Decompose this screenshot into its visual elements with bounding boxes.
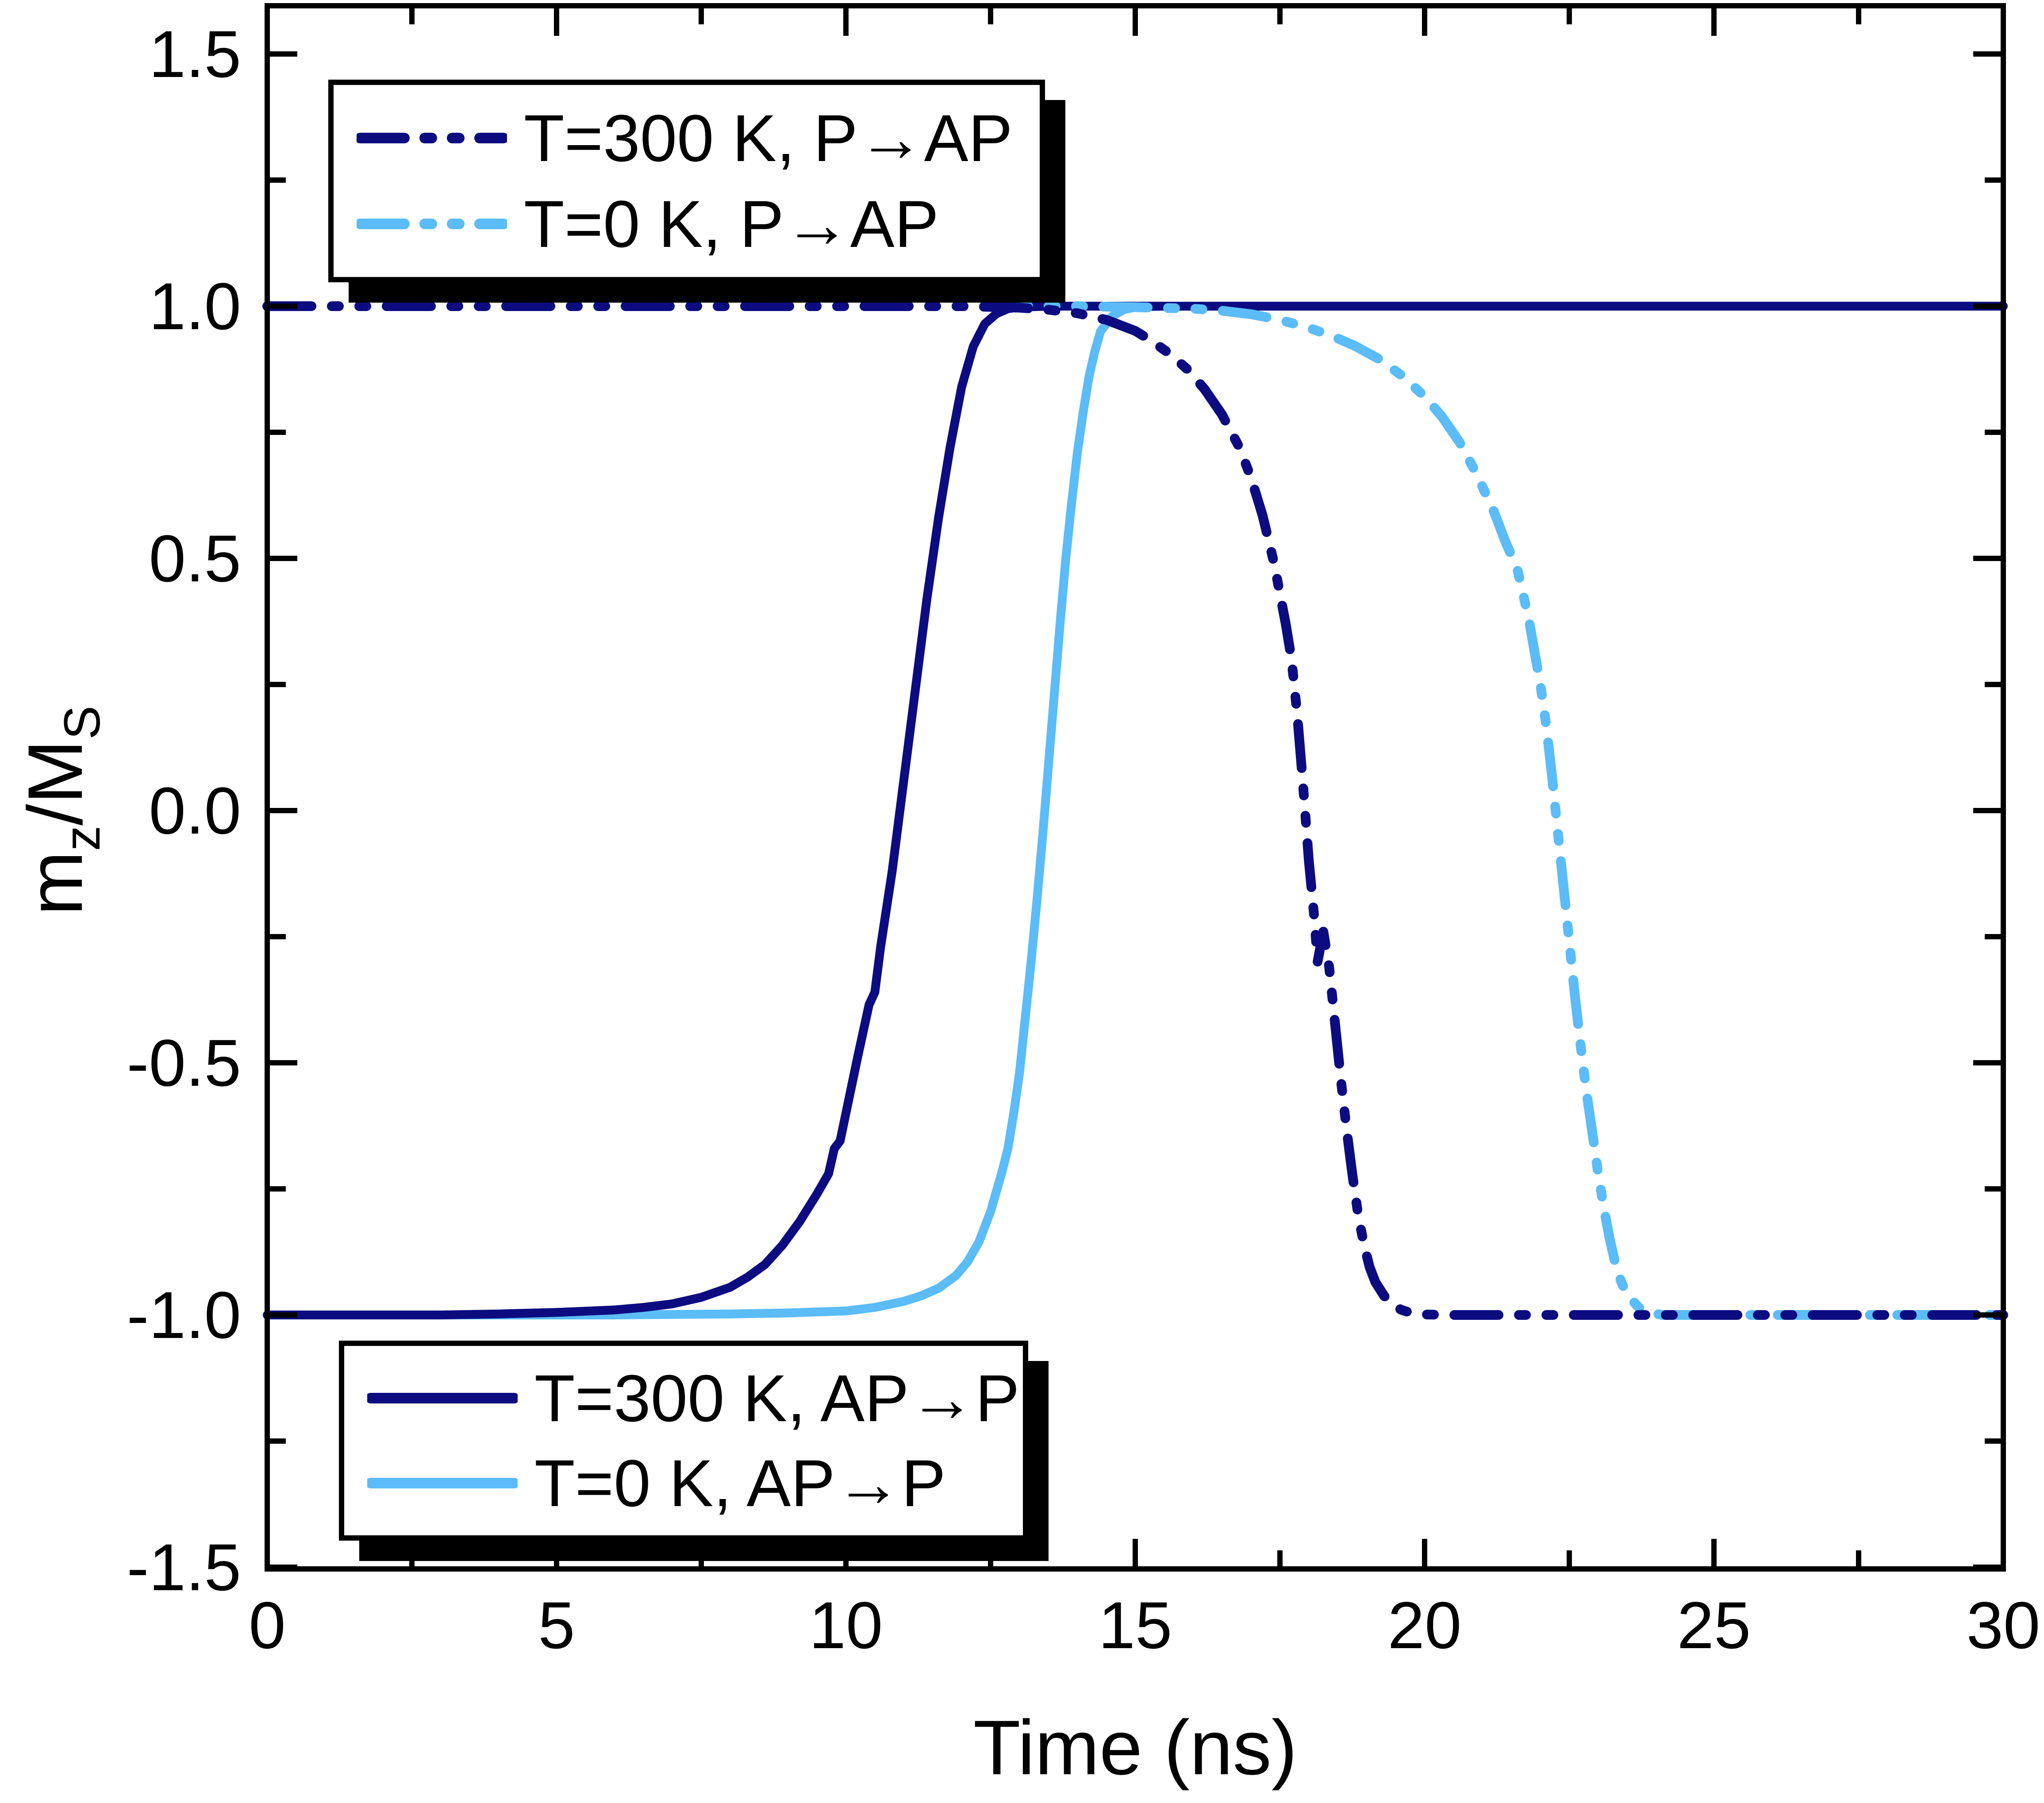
x-axis-title: Time (ns) (973, 1705, 1297, 1791)
legend-key-line-solid-navy (367, 1392, 518, 1403)
legend-item-label: T=300 K, AP→P (534, 1361, 1020, 1435)
series-line-0 (262, 301, 2008, 1320)
plot-frame (265, 3, 2006, 1572)
x-tick-label: 0 (249, 1588, 285, 1662)
legend-key-line-dashdot-navy (357, 132, 507, 143)
legend-item: T=0 K, P→AP (357, 191, 1040, 257)
x-tick-label: 20 (1388, 1588, 1462, 1662)
y-tick-label: 0.0 (149, 773, 241, 848)
x-tick-label: 10 (809, 1588, 883, 1662)
legend-top: T=300 K, P→AP T=0 K, P→AP (328, 80, 1045, 282)
series-line-1 (262, 301, 2008, 1320)
legend-item-label: T=300 K, P→AP (524, 100, 1013, 175)
legend-key-line-solid-lightblue (367, 1478, 518, 1489)
x-tick-label: 15 (1099, 1588, 1172, 1662)
x-tick-label: 5 (538, 1588, 575, 1662)
y-axis-title: mz/MS (12, 706, 111, 915)
series-line-3 (263, 302, 2008, 1319)
legend-item: T=300 K, P→AP (357, 105, 1040, 171)
legend-item-label: T=0 K, P→AP (524, 187, 939, 261)
y-tick-label: -1.5 (127, 1530, 241, 1604)
legend-key-line-dashdot-lightblue (357, 219, 507, 230)
legend-item-label: T=0 K, AP→P (534, 1446, 946, 1521)
y-tick-label: -1.0 (127, 1278, 241, 1352)
x-tick-label: 25 (1677, 1588, 1751, 1662)
y-tick-label: 0.5 (149, 521, 241, 596)
y-tick-label: -0.5 (127, 1026, 241, 1100)
x-tick-label: 30 (1967, 1588, 2040, 1662)
y-tick-label: 1.0 (149, 269, 241, 343)
y-tick-label: 1.5 (149, 17, 241, 91)
legend-bottom: T=300 K, AP→P T=0 K, AP→P (339, 1341, 1028, 1541)
legend-item: T=0 K, AP→P (367, 1450, 1023, 1516)
legend-item: T=300 K, AP→P (367, 1365, 1023, 1431)
series-line-2 (263, 302, 2008, 1319)
